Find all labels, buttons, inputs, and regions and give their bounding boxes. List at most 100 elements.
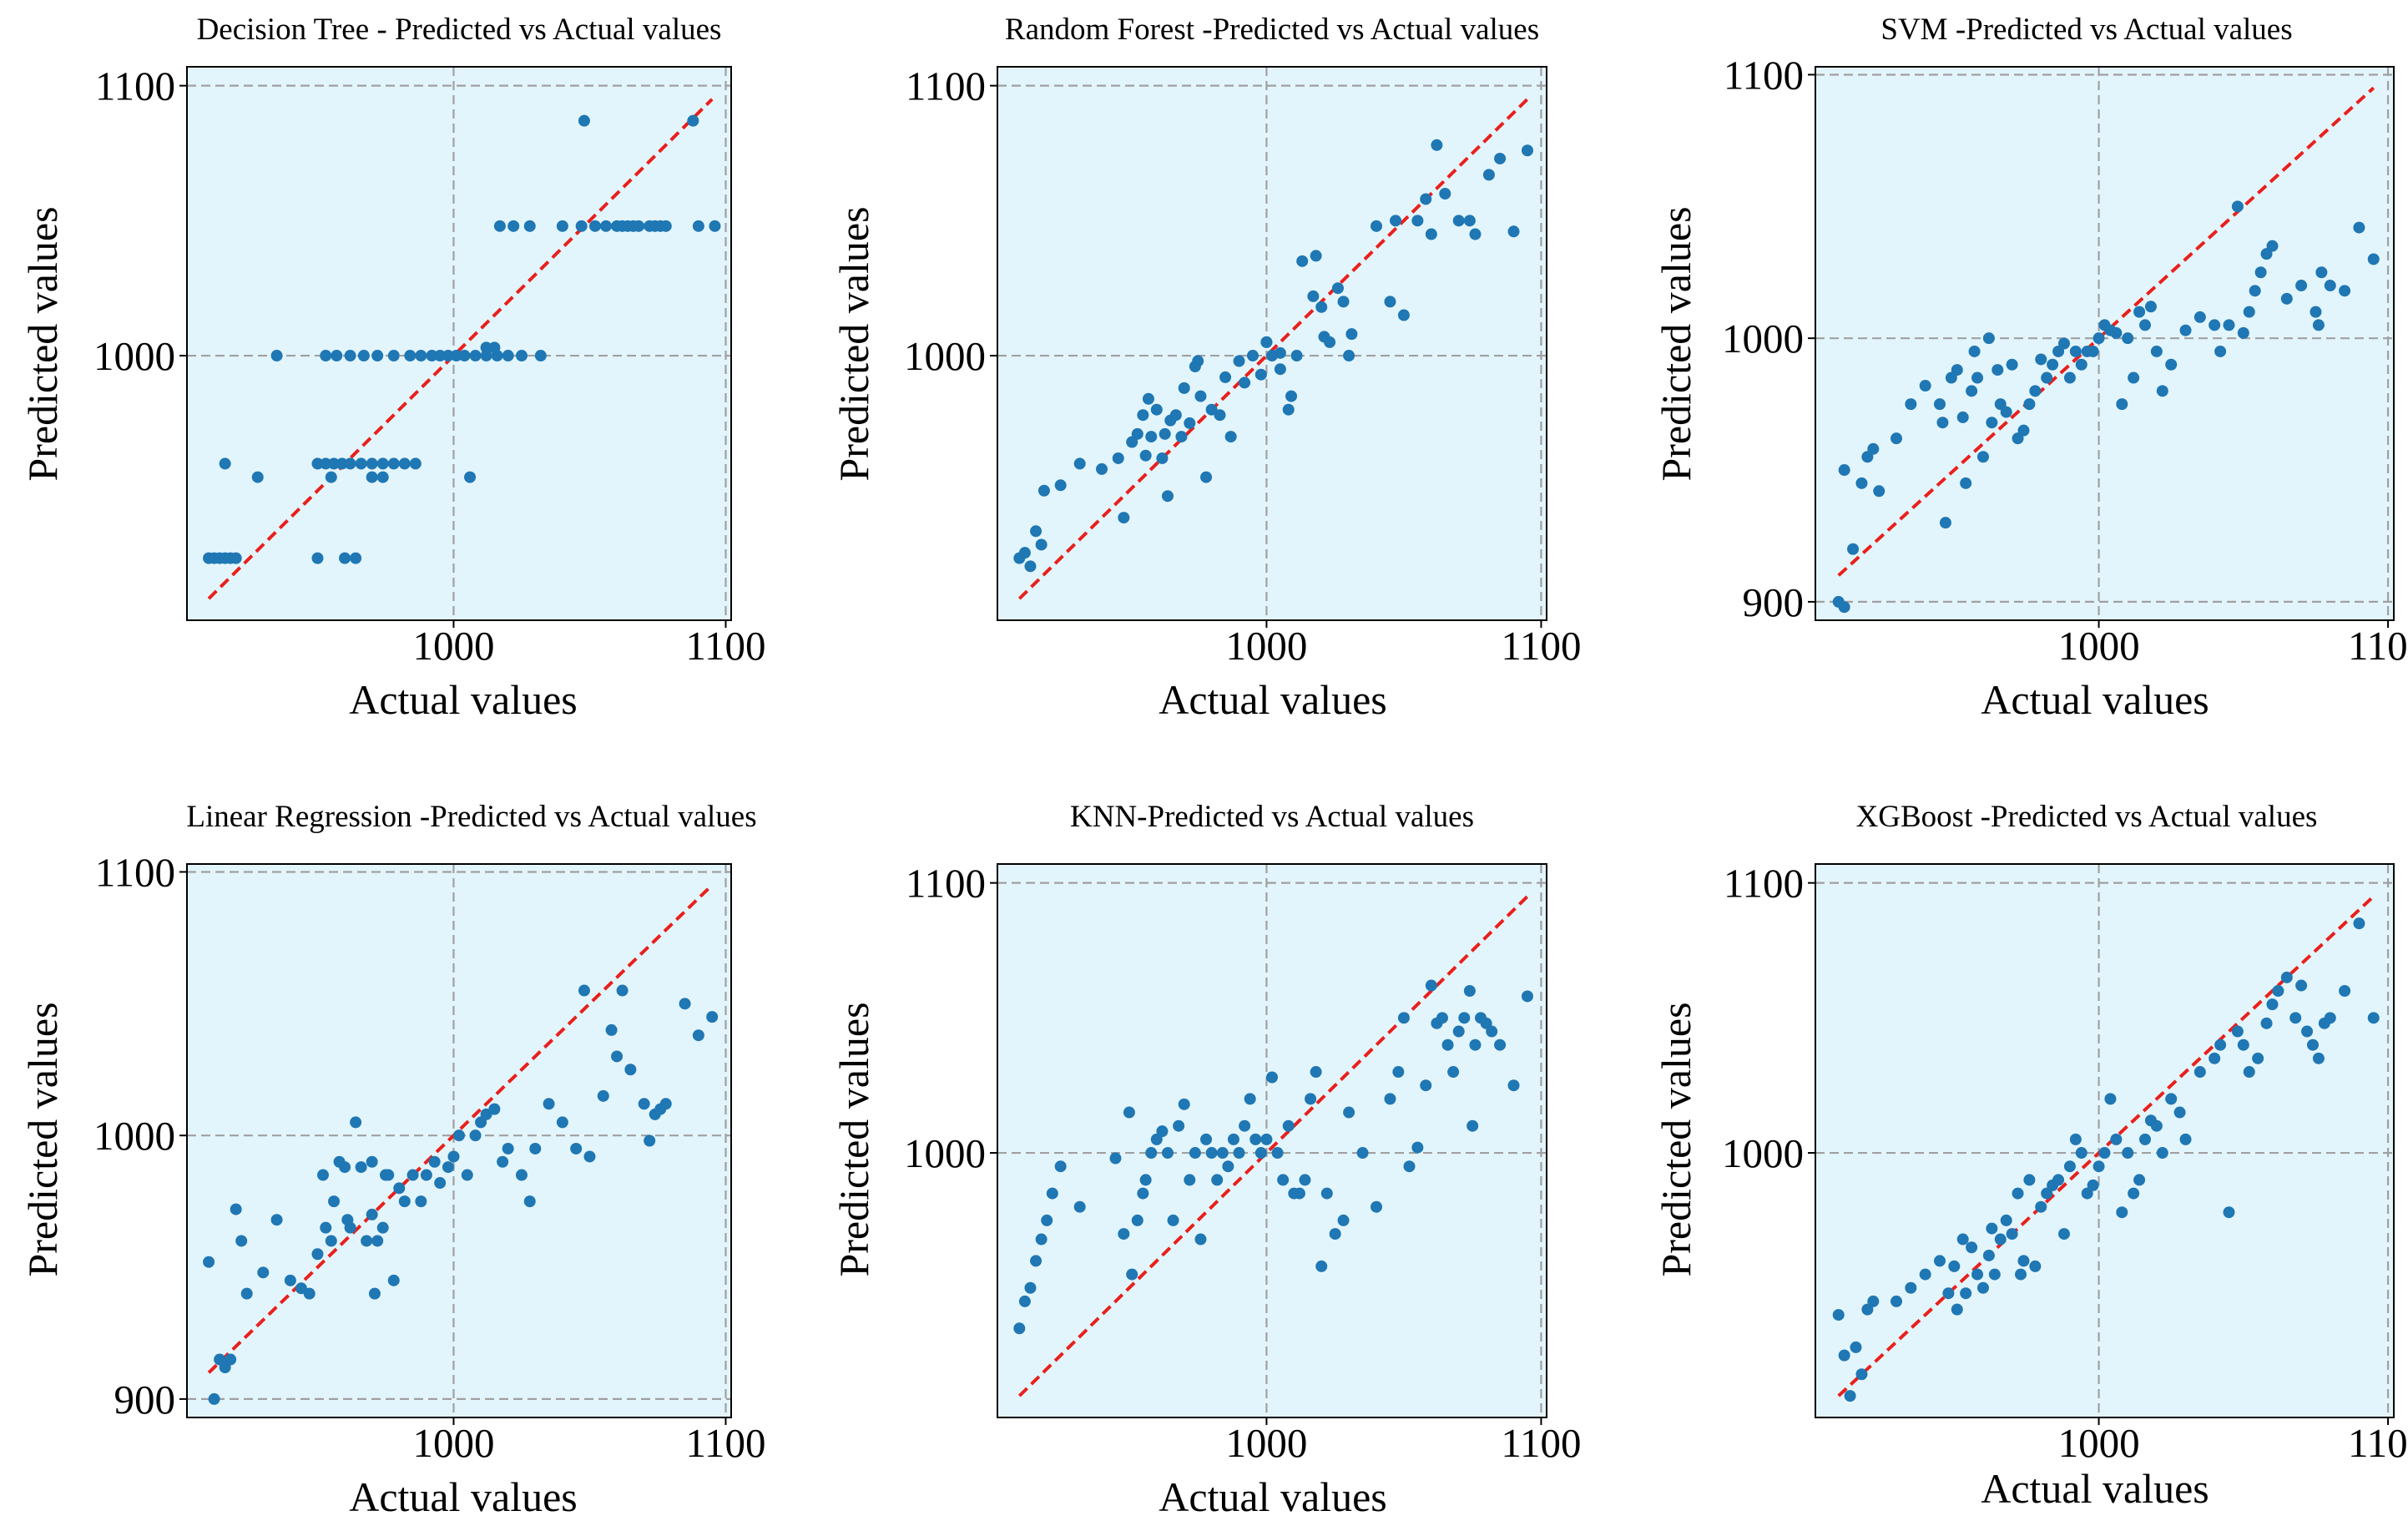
y-axis-label: Predicted values <box>1653 1002 1699 1276</box>
scatter-point <box>2324 280 2336 292</box>
y-tick-label: 1100 <box>95 849 175 895</box>
x-tick-label: 1000 <box>412 623 494 669</box>
scatter-point <box>589 220 601 232</box>
scatter-point <box>1867 1295 1880 1307</box>
scatter-point <box>1037 484 1050 497</box>
scatter-point <box>1847 543 1860 555</box>
scatter-point <box>376 471 389 483</box>
scatter-point <box>1024 560 1037 573</box>
scatter-point <box>2339 985 2351 998</box>
scatter-point <box>1315 1260 1328 1272</box>
scatter-point <box>230 1203 242 1215</box>
scatter-point <box>2214 345 2227 357</box>
scatter-point <box>2122 1147 2134 1160</box>
scatter-point <box>687 114 699 127</box>
scatter-point <box>1299 1174 1311 1186</box>
scatter-point <box>1030 525 1042 538</box>
scatter-point <box>1315 301 1328 313</box>
scatter-point <box>1173 1119 1185 1132</box>
scatter-point <box>1956 1233 1969 1246</box>
scatter-point <box>2295 280 2308 292</box>
reference-line <box>1837 86 2375 577</box>
scatter-point <box>1873 485 1886 498</box>
subplot-knn: KNN-Predicted vs Actual values Actual va… <box>830 800 1582 1520</box>
scatter-point <box>507 220 520 232</box>
x-tick-label: 1100 <box>2348 1420 2408 1466</box>
y-tick-label: 1100 <box>1724 52 1804 98</box>
scatter-point <box>2289 1012 2302 1024</box>
scatter-point <box>357 350 370 362</box>
scatter-point <box>2006 1228 2018 1241</box>
y-tick-label: 900 <box>114 1377 176 1422</box>
x-axis-label: Actual values <box>1981 1465 2209 1512</box>
scatter-point <box>355 457 367 470</box>
scatter-point <box>270 350 283 362</box>
scatter-point <box>320 1221 332 1234</box>
scatter-point <box>1266 1071 1278 1084</box>
scatter-point <box>1891 432 1903 445</box>
scatter-point <box>1073 1200 1086 1213</box>
scatter-point <box>2133 306 2146 318</box>
scatter-point <box>1331 282 1344 295</box>
scatter-point <box>1392 1066 1405 1079</box>
scatter-point <box>458 350 471 362</box>
scatter-point <box>2339 285 2351 297</box>
scatter-point <box>1013 1322 1026 1335</box>
scatter-point <box>379 1169 391 1181</box>
scatter-point <box>502 1142 514 1155</box>
scatter-point <box>480 341 492 354</box>
scatter-point <box>453 1129 465 1142</box>
scatter-point <box>570 1142 583 1155</box>
scatter-point <box>1046 1187 1058 1200</box>
scatter-point <box>442 1161 454 1174</box>
scatter-point <box>1986 417 1998 429</box>
scatter-point <box>1329 1228 1341 1241</box>
scatter-point <box>543 1098 555 1110</box>
scatter-point <box>1861 1303 1874 1316</box>
scatter-point <box>393 1182 406 1195</box>
scatter-point <box>2087 345 2099 357</box>
scatter-point <box>1054 1160 1067 1173</box>
scatter-point <box>469 350 482 362</box>
scatter-point <box>2092 1160 2105 1173</box>
scatter-point <box>366 1155 378 1168</box>
scatter-point <box>633 220 645 232</box>
scatter-point <box>1458 1012 1471 1024</box>
scatter-point <box>1966 1241 1978 1254</box>
subplot-svm: SVM -Predicted vs Actual values Actual v… <box>1653 13 2408 723</box>
scatter-point <box>523 220 536 232</box>
scatter-point <box>1482 169 1495 181</box>
scatter-point <box>1431 139 1443 151</box>
scatter-point <box>1109 1152 1122 1165</box>
scatter-point <box>611 1050 623 1063</box>
scatter-point <box>2122 332 2134 345</box>
scatter-point <box>1126 1268 1138 1281</box>
scatter-point <box>2104 1093 2117 1105</box>
scatter-point <box>2063 1160 2076 1173</box>
scatter-point <box>2243 306 2255 318</box>
scatter-point <box>1159 427 1171 440</box>
scatter-point <box>1282 403 1295 416</box>
scatter-point <box>1194 390 1207 402</box>
scatter-point <box>1867 442 1880 455</box>
scatter-point <box>409 457 422 470</box>
x-tick-label: 1000 <box>2058 1420 2140 1466</box>
scatter-point <box>350 552 362 564</box>
scatter-point <box>515 350 528 362</box>
scatter-point <box>1112 452 1124 464</box>
plot-background <box>187 67 731 620</box>
scatter-point <box>1855 477 1868 489</box>
panel-title: Random Forest -Predicted vs Actual value… <box>1005 13 1539 47</box>
scatter-point <box>2252 1052 2264 1064</box>
scatter-point <box>1161 490 1174 503</box>
scatter-point <box>328 1195 341 1208</box>
scatter-point <box>1073 457 1086 470</box>
scatter-point <box>2075 358 2087 371</box>
scatter-point <box>230 552 242 564</box>
subplot-linear-regression: Linear Regression -Predicted vs Actual v… <box>19 800 766 1520</box>
scatter-point <box>488 341 501 354</box>
scatter-point <box>597 1089 609 1102</box>
scatter-point <box>2092 332 2105 345</box>
scatter-point <box>2110 326 2123 339</box>
